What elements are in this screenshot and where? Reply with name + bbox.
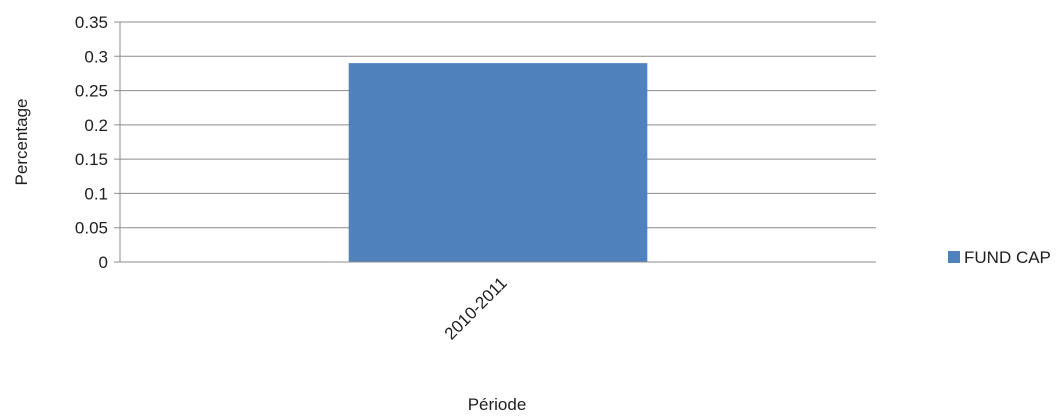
x-axis-ticks: 2010-2011 xyxy=(441,273,511,343)
bars xyxy=(348,63,648,263)
y-tick-label: 0.15 xyxy=(75,150,108,169)
y-tick-label: 0.1 xyxy=(84,184,108,203)
legend: FUND CAP xyxy=(948,248,1051,267)
y-tick-label: 0.2 xyxy=(84,116,108,135)
y-axis-ticks: 0 0.05 0.1 0.15 0.2 0.25 0.3 0.35 xyxy=(75,13,108,272)
y-tick-label: 0.35 xyxy=(75,13,108,32)
x-tick-label: 2010-2011 xyxy=(441,273,511,343)
legend-label: FUND CAP xyxy=(964,248,1051,267)
x-axis-title: Période xyxy=(468,395,527,414)
y-tick-label: 0.3 xyxy=(84,47,108,66)
bar xyxy=(348,63,648,263)
y-tick-label: 0.05 xyxy=(75,219,108,238)
y-axis-title: Percentage xyxy=(12,99,31,186)
y-tick-label: 0.25 xyxy=(75,82,108,101)
y-tick-label: 0 xyxy=(99,253,108,272)
legend-swatch xyxy=(948,251,960,263)
